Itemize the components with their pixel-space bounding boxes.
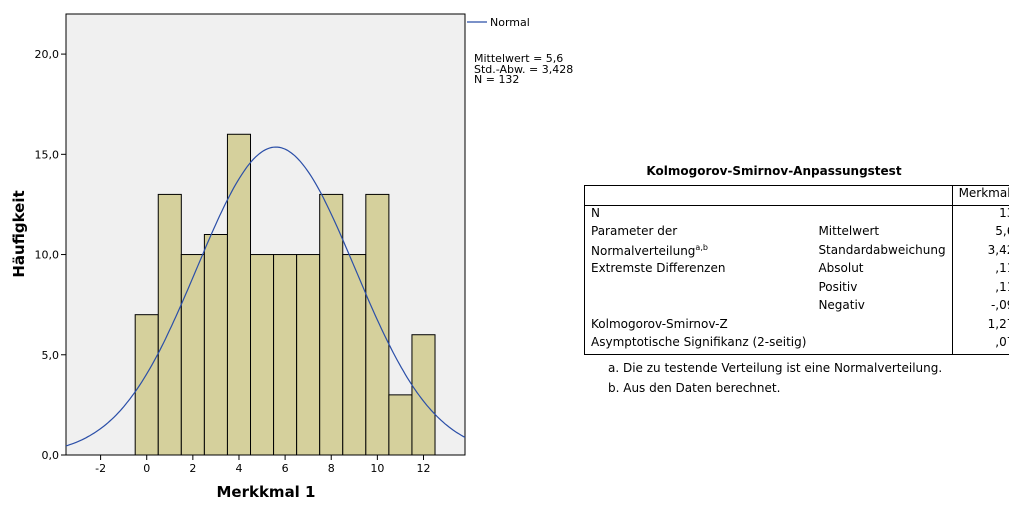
row-sublabel [812, 205, 952, 224]
table-row: Positiv ,111 [585, 279, 1009, 299]
row-label: Parameter der [591, 224, 678, 238]
histogram-bar [411, 334, 436, 456]
y-tick-label: 10,0 [35, 249, 60, 262]
table-row: Parameter der Mittelwert 5,60 [585, 224, 1009, 243]
x-tick-label: -2 [95, 462, 106, 475]
table-row: Kolmogorov-Smirnov-Z 1,279 [585, 316, 1009, 336]
stat-sd: Std.-Abw. = 3,428 [474, 62, 574, 76]
row-label: Extremste Differenzen [591, 261, 726, 275]
row-value: ,111 [951, 279, 1009, 298]
ks-test-table: Merkmal 1 N 132 Parameter der Mittelwert 5,6… [584, 185, 1009, 355]
row-label: Asymptotische Signifikanz (2-seitig) [591, 335, 807, 349]
ks-table-title: Kolmogorov-Smirnov-Anpassungstest [646, 164, 902, 178]
row-label: N [591, 205, 600, 220]
row-sublabel: Mittelwert [818, 224, 880, 238]
histogram-bar [203, 234, 228, 456]
x-tick-label: 0 [143, 462, 150, 475]
histogram-bar [180, 254, 205, 456]
legend-label: Normal [490, 16, 530, 29]
x-tick-label: 8 [328, 462, 335, 475]
table-row: Asymptotische Signifikanz (2-seitig) ,076 [585, 335, 1009, 354]
x-tick-label: 2 [189, 462, 196, 475]
y-tick-label: 15,0 [35, 148, 60, 161]
x-tick-label: 10 [370, 462, 384, 475]
histogram-bar [388, 394, 413, 456]
row-value: ,111 [951, 261, 1009, 280]
histogram-bar [250, 254, 275, 456]
row-label: Normalverteilunga,b [591, 242, 708, 258]
x-axis-label: Merkkmal 1 [216, 483, 315, 501]
row-sublabel: Standardabweichung [818, 242, 946, 257]
footnotes: a. Die zu testende Verteilung ist eine N… [608, 358, 942, 398]
row-sublabel: Absolut [818, 261, 864, 275]
histogram-bar [273, 254, 298, 456]
row-label [585, 298, 813, 317]
histogram-bar [157, 193, 182, 456]
x-tick-label: 4 [235, 462, 242, 475]
x-tick-label: 12 [416, 462, 430, 475]
histogram-bar [319, 193, 344, 456]
stat-n: N = 132 [474, 73, 520, 86]
row-label [585, 280, 813, 299]
normal-curve [65, 146, 466, 447]
y-tick-label: 20,0 [35, 48, 60, 61]
row-value: 5,60 [951, 224, 1009, 243]
row-value: ,076 [951, 335, 1009, 354]
row-value: 3,428 [951, 242, 1009, 261]
footnote-b: b. Aus den Daten berechnet. [608, 381, 781, 395]
table-row: Negativ -,099 [585, 298, 1009, 317]
y-axis-label: Häufigkeit [10, 190, 28, 277]
footnote-a: a. Die zu testende Verteilung ist eine N… [608, 361, 943, 375]
table-header-row: Merkmal 1 [584, 185, 1009, 206]
table-row: Normalverteilunga,b Standardabweichung 3,4… [585, 242, 1009, 261]
histogram-bar [296, 254, 321, 456]
row-value: 1,279 [951, 316, 1009, 335]
row-sublabel [812, 335, 952, 354]
row-sublabel: Negativ [818, 298, 865, 312]
histogram-bar [226, 133, 252, 456]
row-value: -,099 [951, 298, 1009, 317]
histogram-bar [365, 193, 390, 456]
row-sublabel [812, 317, 952, 336]
stat-mean: Mittelwert = 5,6 [474, 52, 564, 65]
table-row: N 132 [585, 205, 1009, 224]
column-header: Merkmal 1 [951, 185, 1009, 206]
histogram-bar [134, 314, 159, 456]
table-row: Extremste Differenzen Absolut ,111 [585, 261, 1009, 280]
row-label: Kolmogorov-Smirnov-Z [591, 316, 728, 331]
x-tick-label: 6 [282, 462, 289, 475]
y-tick-label: 0,0 [42, 449, 60, 462]
distribution-stats: Mittelwert = 5,6 Std.-Abw. = 3,428 N = 1… [474, 52, 574, 86]
row-value: 132 [951, 205, 1009, 224]
row-sublabel: Positiv [818, 279, 858, 294]
y-tick-label: 5,0 [42, 349, 60, 362]
